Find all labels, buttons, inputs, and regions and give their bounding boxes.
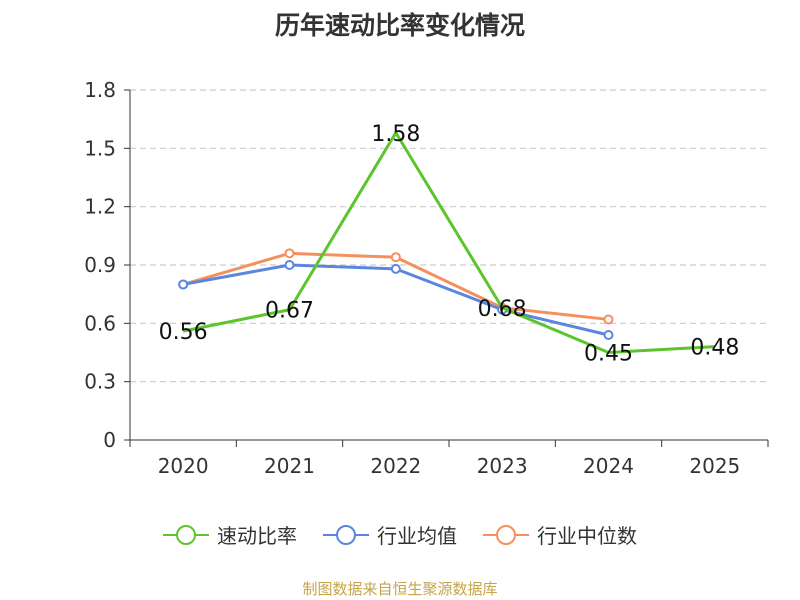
legend-item-quick-ratio[interactable]: 速动比率 xyxy=(163,520,297,549)
x-tick-label: 2023 xyxy=(477,454,528,478)
x-tick-label: 2024 xyxy=(583,454,634,478)
data-label: 0.48 xyxy=(690,336,739,361)
data-point xyxy=(603,330,614,340)
legend-item-industry-mean[interactable]: 行业均值 xyxy=(323,520,457,549)
legend-marker-quick-ratio xyxy=(163,524,209,545)
y-tick-label: 1.8 xyxy=(84,78,116,102)
legend-marker-industry-mean xyxy=(323,524,369,545)
data-label: 0.56 xyxy=(159,320,208,345)
data-point xyxy=(603,314,614,325)
y-tick-label: 0.9 xyxy=(84,253,116,277)
x-tick-label: 2025 xyxy=(689,454,740,478)
data-label: 1.58 xyxy=(371,122,420,147)
x-tick-label: 2020 xyxy=(158,454,209,478)
y-tick-label: 1.2 xyxy=(84,195,116,219)
data-label: 0.45 xyxy=(584,342,633,367)
chart-title: 历年速动比率变化情况 xyxy=(274,11,525,40)
data-point xyxy=(390,263,401,274)
y-tick-label: 0 xyxy=(103,428,116,452)
data-point xyxy=(284,248,295,259)
data-point xyxy=(390,252,401,263)
legend-item-industry-median[interactable]: 行业中位数 xyxy=(483,520,637,549)
legend-label-industry-mean: 行业均值 xyxy=(377,524,457,548)
y-tick-label: 0.3 xyxy=(84,370,116,394)
data-label: 0.68 xyxy=(478,297,527,322)
data-source-note: 制图数据来自恒生聚源数据库 xyxy=(302,580,498,598)
legend-marker-industry-median xyxy=(483,524,529,545)
data-point xyxy=(284,260,295,270)
x-tick-label: 2021 xyxy=(264,454,315,478)
legend: 速动比率 行业均值 行业中位数 xyxy=(0,520,800,549)
data-point xyxy=(178,279,189,290)
series-line-0 xyxy=(182,131,715,354)
legend-label-quick-ratio: 速动比率 xyxy=(217,524,297,548)
series-line-2 xyxy=(182,251,609,321)
x-tick-label: 2022 xyxy=(370,454,421,478)
y-tick-label: 1.5 xyxy=(84,136,116,160)
y-tick-label: 0.6 xyxy=(84,311,116,335)
data-label: 0.67 xyxy=(265,299,314,324)
legend-label-industry-median: 行业中位数 xyxy=(537,524,637,548)
